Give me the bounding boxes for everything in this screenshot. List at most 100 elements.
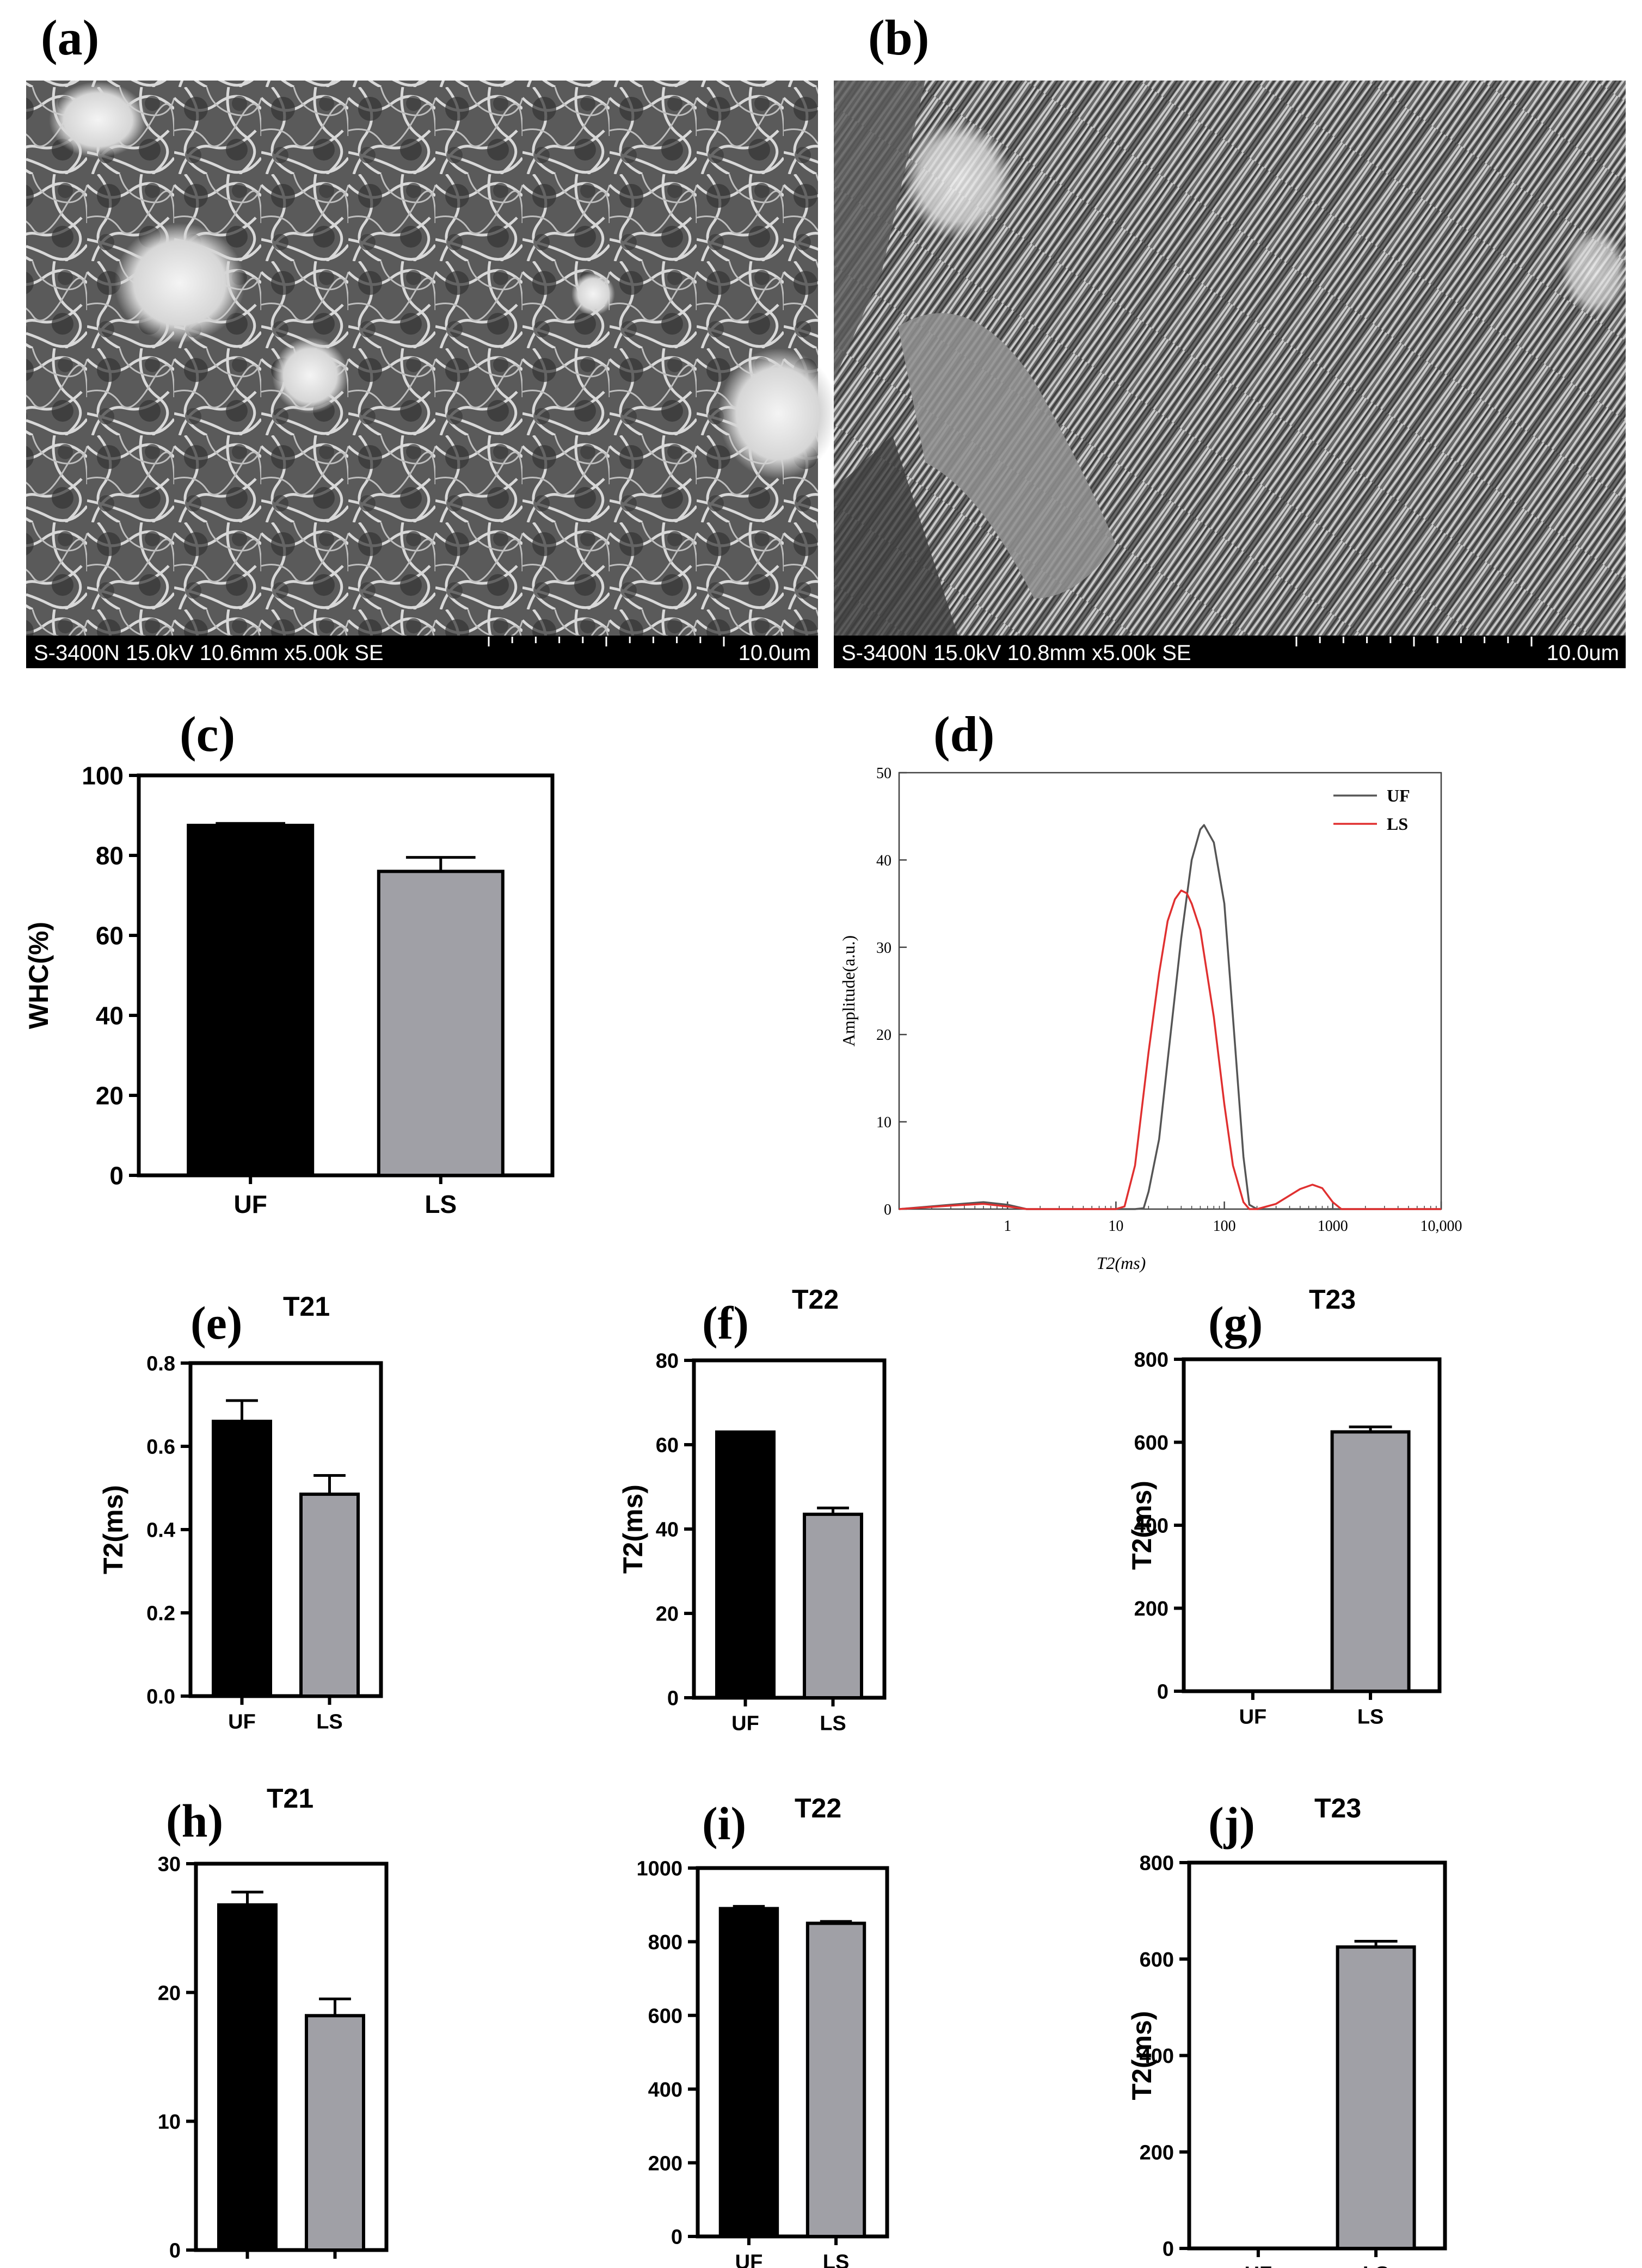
y-tick-label: 80 xyxy=(96,842,124,870)
bar-ls xyxy=(377,870,505,1177)
series-title-g: T23 xyxy=(1309,1284,1356,1315)
bar-uf xyxy=(212,1420,272,1698)
panel-label-h: (h) xyxy=(166,1795,223,1847)
x-tick-label: UF xyxy=(731,1712,759,1735)
y-tick-label: 10 xyxy=(876,1114,891,1131)
bar-uf xyxy=(217,1903,278,2252)
bar-chart-c: (c) 0 20 40 60 80 100 UF LS WHC(%) xyxy=(23,706,555,1218)
x-tick-label: UF xyxy=(233,2265,261,2268)
y-tick-label: 800 xyxy=(648,1931,682,1954)
panel-a: (a) S-3400N 15.0kV 10.6mm x5.00k SE 10.0… xyxy=(26,10,838,668)
y-tick-label: 800 xyxy=(1134,1349,1169,1372)
y-tick-label: 40 xyxy=(96,1002,124,1030)
sem-infobar-b xyxy=(834,636,1626,668)
y-tick-label: 0.6 xyxy=(146,1436,175,1459)
y-tick-label: 200 xyxy=(1140,2141,1174,2164)
y-tick-label: 40 xyxy=(876,852,891,869)
sem-image-a xyxy=(26,81,838,668)
y-tick-label: 0 xyxy=(884,1201,891,1218)
y-tick-label: 0.2 xyxy=(146,1603,175,1625)
plot-frame-d xyxy=(898,772,1442,1210)
aggregate-a-3 xyxy=(718,348,838,479)
x-tick-label: LS xyxy=(425,1190,457,1218)
y-tick-label: 10 xyxy=(158,2111,181,2134)
aggregate-b-2 xyxy=(1562,229,1627,316)
y-tick-label: 0 xyxy=(667,1687,679,1710)
x-tick-label: UF xyxy=(735,2251,763,2268)
scale-ticks-b xyxy=(1295,637,1533,646)
panel-label-i: (i) xyxy=(702,1797,746,1850)
x-tick-label: UF xyxy=(234,1190,267,1218)
bar-ls xyxy=(803,1512,863,1699)
sem-caption-b: S-3400N 15.0kV 10.8mm x5.00k SE xyxy=(841,641,1191,665)
y-tick-label: 600 xyxy=(1134,1432,1169,1455)
x-tick-label: 1000 xyxy=(1318,1218,1348,1235)
aggregate-a-4 xyxy=(49,82,147,158)
bar-chart-j: (j) T23 0 200 400 600 800 UF LS T2(ms) xyxy=(1127,1793,1447,2268)
y-axis-label-d: Amplitude(a.u.) xyxy=(839,935,858,1046)
sem-scale-text-a: 10.0um xyxy=(739,641,811,665)
y-tick-label: 30 xyxy=(158,1853,181,1876)
x-tick-label: LS xyxy=(322,2265,348,2268)
y-tick-label: 0 xyxy=(109,1162,124,1190)
plot-frame-c xyxy=(137,773,555,1178)
x-tick-label: LS xyxy=(823,2251,850,2268)
y-tick-label: 30 xyxy=(876,940,891,957)
y-tick-label: 20 xyxy=(656,1603,679,1626)
y-tick-label: 20 xyxy=(96,1082,124,1110)
sem-infobar-a xyxy=(26,636,818,668)
bar-uf xyxy=(187,823,315,1177)
x-tick-label: UF xyxy=(228,1711,256,1734)
bar-ls xyxy=(805,1921,866,2239)
y-tick-label: 0 xyxy=(169,2240,181,2263)
y-tick-label: 0.4 xyxy=(146,1519,175,1542)
bar-chart-g: (g) T23 0 200 400 600 800 UF LS T2(ms) xyxy=(1127,1284,1442,1729)
x-tick-label: LS xyxy=(1363,2263,1389,2268)
aggregate-b-1 xyxy=(903,120,1012,239)
series-title-e: T21 xyxy=(283,1291,330,1322)
y-tick-label: 1000 xyxy=(636,1858,682,1881)
x-tick-label: 100 xyxy=(1213,1218,1236,1235)
sem-texture-a xyxy=(26,81,818,668)
aggregate-a-5 xyxy=(571,272,615,316)
panel-label-e: (e) xyxy=(190,1297,242,1349)
panel-label-g: (g) xyxy=(1208,1297,1263,1349)
y-tick-label: 200 xyxy=(1134,1598,1169,1620)
y-tick-label: 20 xyxy=(876,1027,891,1044)
y-tick-label: 200 xyxy=(648,2152,682,2175)
series-title-f: T22 xyxy=(792,1284,839,1315)
y-axis-label-g: T2(ms) xyxy=(1127,1481,1157,1570)
x-tick-label: UF xyxy=(1245,2263,1272,2268)
y-tick-label: 0 xyxy=(671,2226,682,2249)
series-title-j: T23 xyxy=(1314,1793,1361,1823)
y-axis-label-e: T2(ms) xyxy=(98,1485,128,1574)
panel-label-b: (b) xyxy=(868,10,929,65)
panel-label-f: (f) xyxy=(702,1297,749,1349)
series-line-uf xyxy=(899,824,1441,1210)
line-chart-d: (d) 0 10 20 30 40 50 1 10 100 1000 10,000 Amplitude(… xyxy=(839,706,1462,1273)
x-tick-label: LS xyxy=(1357,1706,1384,1729)
plot-frame-i xyxy=(696,1866,889,2239)
bar-chart-e: (e) T21 0.0 0.2 0.4 0.6 0.8 UF LS T2(ms) xyxy=(98,1291,383,1734)
panel-label-c: (c) xyxy=(180,706,235,762)
y-tick-label: 50 xyxy=(876,765,891,782)
x-axis-label-d: T2(ms) xyxy=(1097,1253,1146,1273)
x-tick-label: LS xyxy=(820,1712,846,1735)
bar-ls xyxy=(305,2014,365,2252)
bar-uf xyxy=(715,1430,776,1699)
legend-label-ls: LS xyxy=(1387,814,1408,834)
sem-image-b xyxy=(834,81,1627,668)
y-tick-label: 80 xyxy=(656,1350,679,1373)
bar-chart-h: (h) T21 0 10 20 30 UF LS xyxy=(158,1783,389,2268)
x-tick-label: 1 xyxy=(1004,1218,1011,1235)
y-tick-label: 40 xyxy=(656,1519,679,1542)
x-tick-label: LS xyxy=(316,1711,343,1734)
aggregate-a-2 xyxy=(272,337,348,414)
scale-ticks-a xyxy=(488,637,725,646)
y-axis-label-j: T2(ms) xyxy=(1127,2011,1157,2100)
sem-caption-a: S-3400N 15.0kV 10.6mm x5.00k SE xyxy=(34,641,384,665)
y-tick-label: 600 xyxy=(1140,1949,1174,1971)
dark-region-b xyxy=(834,81,925,381)
